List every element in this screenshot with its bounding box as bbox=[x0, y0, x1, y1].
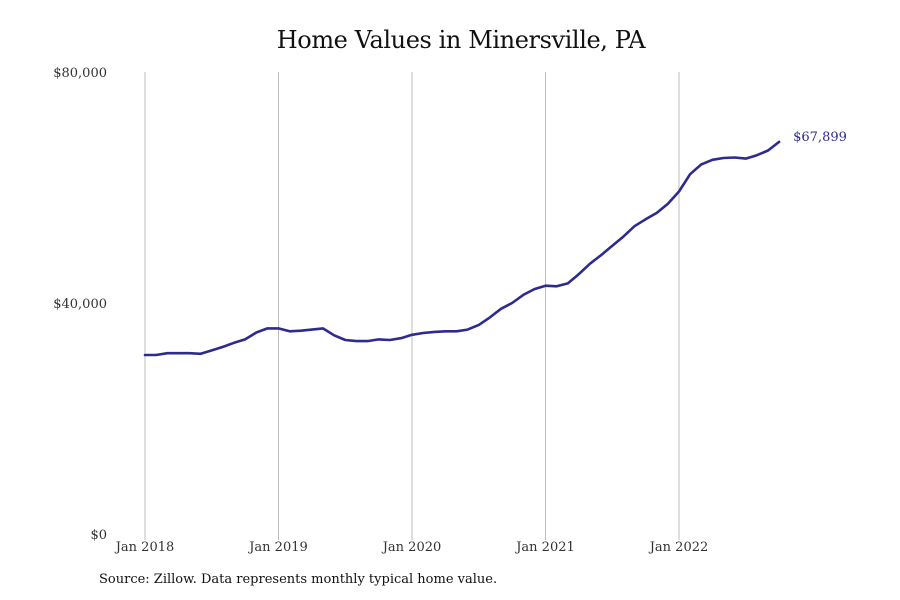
data-point bbox=[533, 288, 535, 290]
data-point bbox=[767, 149, 769, 151]
data-point bbox=[333, 334, 335, 336]
data-point bbox=[644, 218, 646, 220]
gridlines bbox=[144, 72, 680, 540]
data-point bbox=[522, 294, 524, 296]
data-point bbox=[244, 338, 246, 340]
data-point bbox=[633, 225, 635, 227]
data-point bbox=[500, 308, 502, 310]
data-point bbox=[411, 334, 413, 336]
data-point bbox=[778, 141, 780, 143]
end-value-label: $67,899 bbox=[793, 130, 847, 145]
data-point bbox=[422, 332, 424, 334]
data-point bbox=[478, 324, 480, 326]
data-point bbox=[389, 339, 391, 341]
data-point bbox=[722, 157, 724, 159]
data-point bbox=[733, 156, 735, 158]
data-point bbox=[366, 340, 368, 342]
data-point bbox=[322, 327, 324, 329]
data-point bbox=[656, 212, 658, 214]
data-point bbox=[667, 203, 669, 205]
y-tick-label: $0 bbox=[90, 528, 107, 543]
data-point bbox=[622, 235, 624, 237]
data-point bbox=[678, 190, 680, 192]
data-point bbox=[756, 154, 758, 156]
x-tick-label: Jan 2019 bbox=[247, 540, 308, 555]
data-point bbox=[355, 340, 357, 342]
y-tick-label: $40,000 bbox=[53, 297, 107, 312]
data-point bbox=[711, 159, 713, 161]
y-tick-label: $80,000 bbox=[53, 66, 107, 81]
data-point bbox=[233, 342, 235, 344]
x-axis-ticks: Jan 2018 Jan 2019 Jan 2020 Jan 2021 Jan 2022 bbox=[114, 540, 709, 555]
data-point bbox=[155, 354, 157, 356]
x-tick-label: Jan 2022 bbox=[648, 540, 709, 555]
data-point bbox=[700, 163, 702, 165]
x-tick-label: Jan 2021 bbox=[514, 540, 575, 555]
data-point bbox=[166, 352, 168, 354]
data-point bbox=[144, 354, 146, 356]
data-point bbox=[199, 353, 201, 355]
data-point bbox=[177, 352, 179, 354]
data-point bbox=[455, 330, 457, 332]
data-point bbox=[578, 273, 580, 275]
data-point bbox=[555, 285, 557, 287]
data-point bbox=[511, 302, 513, 304]
data-point bbox=[489, 316, 491, 318]
data-point bbox=[266, 327, 268, 329]
data-point bbox=[466, 328, 468, 330]
data-point bbox=[188, 352, 190, 354]
y-axis-ticks: $0 $40,000 $80,000 bbox=[53, 66, 107, 543]
data-point bbox=[277, 327, 279, 329]
data-point bbox=[400, 337, 402, 339]
data-point bbox=[745, 157, 747, 159]
source-note: Source: Zillow. Data represents monthly … bbox=[99, 572, 498, 587]
x-tick-label: Jan 2020 bbox=[381, 540, 442, 555]
data-point bbox=[600, 254, 602, 256]
series-layer bbox=[143, 140, 781, 357]
data-point bbox=[300, 330, 302, 332]
data-point bbox=[211, 349, 213, 351]
chart-title: Home Values in Minersville, PA bbox=[276, 26, 646, 54]
x-tick-label: Jan 2018 bbox=[114, 540, 175, 555]
data-point bbox=[444, 330, 446, 332]
data-point bbox=[377, 338, 379, 340]
data-point bbox=[433, 331, 435, 333]
data-point bbox=[222, 346, 224, 348]
data-point bbox=[311, 328, 313, 330]
data-point bbox=[689, 173, 691, 175]
data-point bbox=[344, 339, 346, 341]
end-label-layer: $67,899 bbox=[793, 130, 847, 145]
data-point bbox=[255, 331, 257, 333]
data-point bbox=[567, 282, 569, 284]
home-value-series-line bbox=[143, 140, 781, 357]
data-point bbox=[288, 330, 290, 332]
data-point bbox=[589, 263, 591, 265]
data-point bbox=[611, 245, 613, 247]
data-point bbox=[544, 285, 546, 287]
